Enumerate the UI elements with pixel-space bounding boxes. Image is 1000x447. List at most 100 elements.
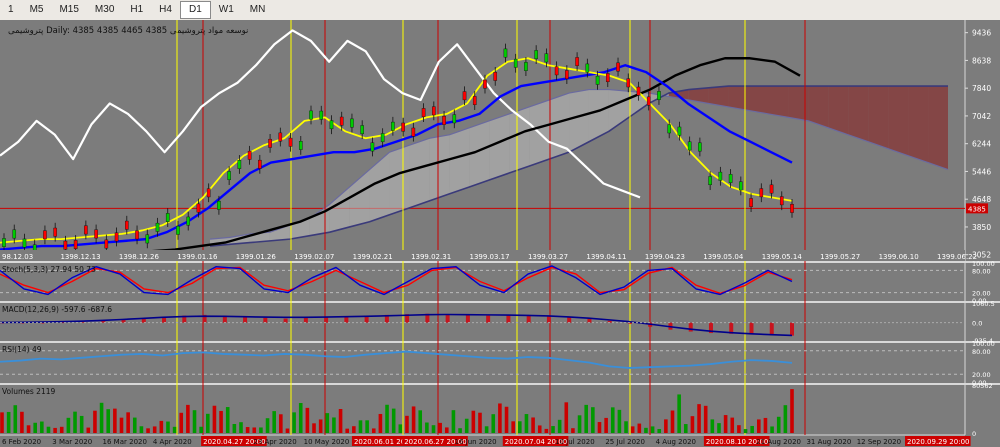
candle-body — [728, 174, 733, 183]
candle-body — [350, 118, 354, 128]
volume-bar — [338, 408, 343, 433]
volume-bar — [79, 415, 84, 433]
volume-bar — [86, 427, 91, 433]
macd-histogram-bar — [263, 317, 268, 323]
kumo-cloud-segment — [728, 86, 749, 111]
y-tick-label: 9436 — [972, 29, 991, 38]
timeframe-m5[interactable]: M5 — [29, 4, 44, 15]
timeframe-h4[interactable]: H4 — [159, 4, 172, 15]
volume-bar — [557, 419, 562, 433]
x-tick-label: 2020.06.01 20:00 — [354, 438, 416, 446]
volume-y-tick: 0 — [972, 430, 976, 438]
volume-bar — [232, 423, 237, 433]
volume-bar — [697, 404, 701, 433]
volume-bar — [40, 421, 44, 433]
volume-bar — [66, 417, 71, 433]
candle-body — [135, 230, 139, 240]
kumo-cloud-segment — [369, 152, 390, 222]
volume-bar — [710, 419, 715, 433]
macd-histogram-bar — [790, 322, 794, 336]
volume-bar — [444, 427, 449, 433]
x-tick-label: 2020.06.27 20:00 — [404, 438, 466, 446]
timeframe-d1[interactable]: D1 — [179, 1, 211, 19]
candle-body — [186, 216, 191, 226]
candle-body — [22, 238, 27, 248]
volume-bar — [624, 421, 628, 433]
volume-bar — [770, 426, 774, 433]
price-line-series — [0, 29, 641, 199]
macd-y-tick: 0.0 — [972, 320, 982, 328]
volume-bar — [591, 407, 595, 433]
kumo-cloud-segment — [708, 86, 729, 107]
x-tick-label: 25 Jul 2020 — [605, 438, 645, 446]
macd-histogram-bar — [607, 320, 612, 323]
x-tick-label: 1399.05.04 — [703, 253, 744, 261]
timeframe-m15[interactable]: M15 — [59, 4, 79, 15]
candle-body — [125, 220, 129, 230]
macd-histogram-bar — [364, 315, 369, 323]
macd-histogram-bar — [486, 315, 491, 323]
kumo-cloud-segment — [489, 113, 510, 180]
candle-body — [53, 227, 57, 237]
kumo-cloud-segment — [888, 86, 909, 156]
timeframe-m30[interactable]: M30 — [94, 4, 115, 15]
timeframe-1[interactable]: 1 — [8, 4, 14, 15]
candle-body — [513, 58, 518, 68]
chart-canvas[interactable]: پتروشیمی Daily: 4385 4385 4465 4385 نوسع… — [0, 20, 1000, 447]
volume-bar — [617, 409, 622, 433]
candle-body — [565, 70, 569, 79]
macd-histogram-bar — [567, 317, 572, 323]
volume-bar — [584, 404, 589, 433]
volume-bar — [279, 414, 283, 433]
volume-bar — [703, 405, 708, 433]
volume-bar — [730, 417, 735, 433]
volume-bar — [73, 411, 77, 433]
candle-body — [462, 91, 467, 101]
candle-body — [493, 71, 498, 81]
stoch-y-tick: 20.00 — [972, 290, 991, 298]
candle-body — [759, 188, 764, 198]
y-tick-label: 4648 — [972, 195, 991, 204]
stoch-y-tick: 100.00 — [972, 260, 995, 268]
kumo-cloud-segment — [469, 120, 490, 187]
volume-bar — [504, 406, 509, 433]
volume-bar — [205, 413, 210, 433]
volume-bar — [139, 426, 144, 433]
volume-bar — [431, 425, 436, 433]
candle-body — [790, 204, 794, 213]
y-tick-label: 8638 — [972, 56, 991, 65]
candle-body — [646, 96, 651, 106]
candle-body — [698, 142, 702, 152]
timeframe-mn[interactable]: MN — [249, 4, 266, 15]
rsi-header: RSI(14) 49 — [2, 345, 42, 354]
volume-bar — [690, 416, 695, 433]
macd-histogram-bar — [40, 322, 45, 324]
macd-histogram-bar — [769, 322, 774, 336]
volume-bar — [186, 404, 190, 433]
kumo-cloud-segment — [269, 225, 290, 241]
volume-bar — [219, 410, 223, 433]
candle-body — [288, 137, 293, 147]
volume-bar — [378, 413, 383, 433]
volume-bar — [252, 427, 257, 433]
volume-bar — [644, 427, 648, 433]
timeframe-w1[interactable]: W1 — [218, 4, 234, 15]
stoch-y-tick: 0.00 — [972, 297, 986, 305]
volume-bar — [152, 426, 157, 433]
candle-body — [769, 184, 774, 194]
volume-bar — [491, 414, 496, 433]
x-tick-label: 1398.12.26 — [119, 253, 160, 261]
candle-body — [43, 230, 47, 240]
volume-bar — [113, 408, 117, 433]
macd-histogram-bar — [101, 320, 106, 323]
timeframe-toolbar: 1 M5 M15 M30 H1 H4 D1 W1 MN — [0, 0, 1000, 21]
x-tick-label: 1399.02.31 — [411, 253, 451, 261]
volume-bar — [298, 403, 303, 433]
kumo-cloud-segment — [329, 186, 350, 233]
x-tick-label: 1399.03.27 — [528, 253, 568, 261]
timeframe-h1[interactable]: H1 — [130, 4, 144, 15]
current-price-box — [966, 203, 988, 214]
volume-bar — [537, 425, 542, 433]
stoch-signal-line — [0, 266, 793, 295]
kumo-cloud-segment — [788, 86, 809, 121]
